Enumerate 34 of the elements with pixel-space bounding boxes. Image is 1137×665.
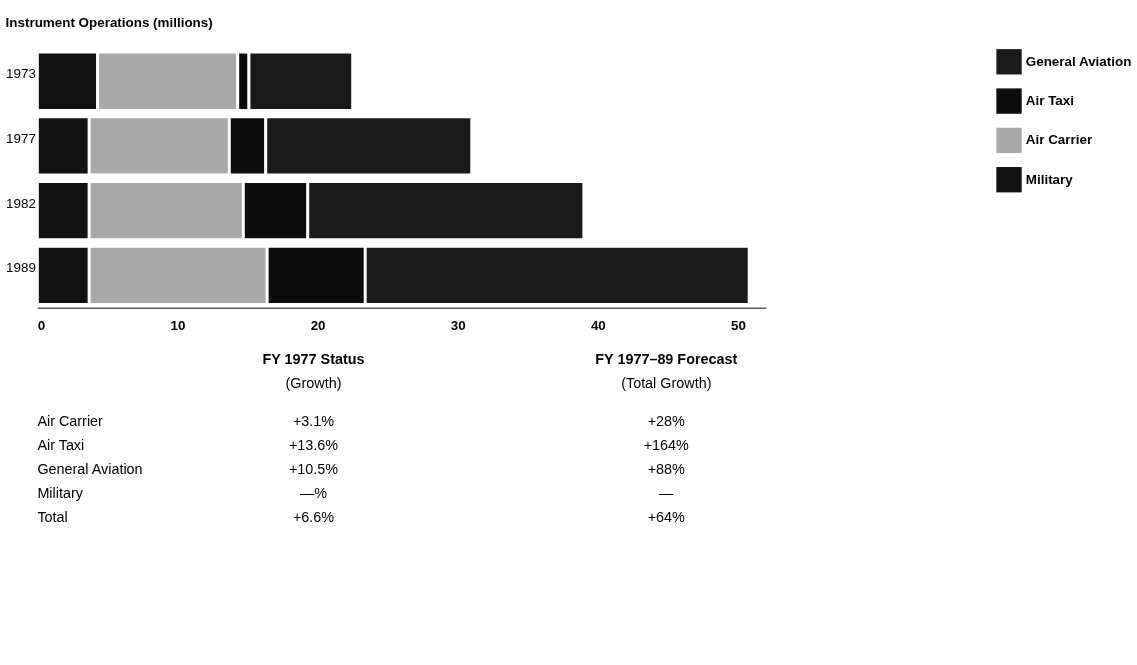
x-tick-label: 40 (590, 318, 606, 334)
text: +6.6% (292, 508, 335, 525)
x-tick-label: 30 (450, 318, 466, 334)
legend-label: Air Taxi (1025, 92, 1074, 108)
y-tick-label: 1973 (6, 66, 36, 82)
legend-label: General Aviation (1025, 53, 1132, 69)
text: (Growth) (285, 374, 342, 391)
y-tick-label: 1982 (6, 195, 36, 211)
text: Air Taxi (37, 437, 85, 454)
y-tick-label: 1977 (6, 131, 36, 147)
x-tick-label: 20 (310, 318, 326, 334)
legend-label: Air Carrier (1025, 132, 1093, 148)
y-tick-label: 1989 (6, 260, 36, 276)
text: Military (37, 485, 84, 501)
x-tick-label: 10 (170, 318, 186, 334)
text: General Aviation (37, 461, 143, 478)
x-tick-label: 50 (730, 318, 746, 334)
text: —% (299, 485, 328, 501)
text: +28% (647, 413, 686, 430)
text: +88% (647, 461, 686, 478)
text: +13.6% (288, 437, 339, 454)
legend-label: Military (1025, 171, 1074, 187)
text: FY 1977 Status (262, 350, 365, 367)
text: FY 1977–89 Forecast (595, 350, 738, 367)
text: +3.1% (292, 413, 335, 430)
text: (Total Growth) (621, 374, 712, 391)
text: Air Carrier (37, 413, 104, 430)
text: +164% (643, 437, 690, 454)
text: Total (37, 508, 68, 525)
text: — (659, 485, 675, 501)
x-tick-label: 0 (37, 318, 46, 334)
text: +10.5% (288, 461, 339, 478)
text: +64% (647, 508, 686, 525)
chart-title: Instrument Operations (millions) (5, 14, 213, 30)
